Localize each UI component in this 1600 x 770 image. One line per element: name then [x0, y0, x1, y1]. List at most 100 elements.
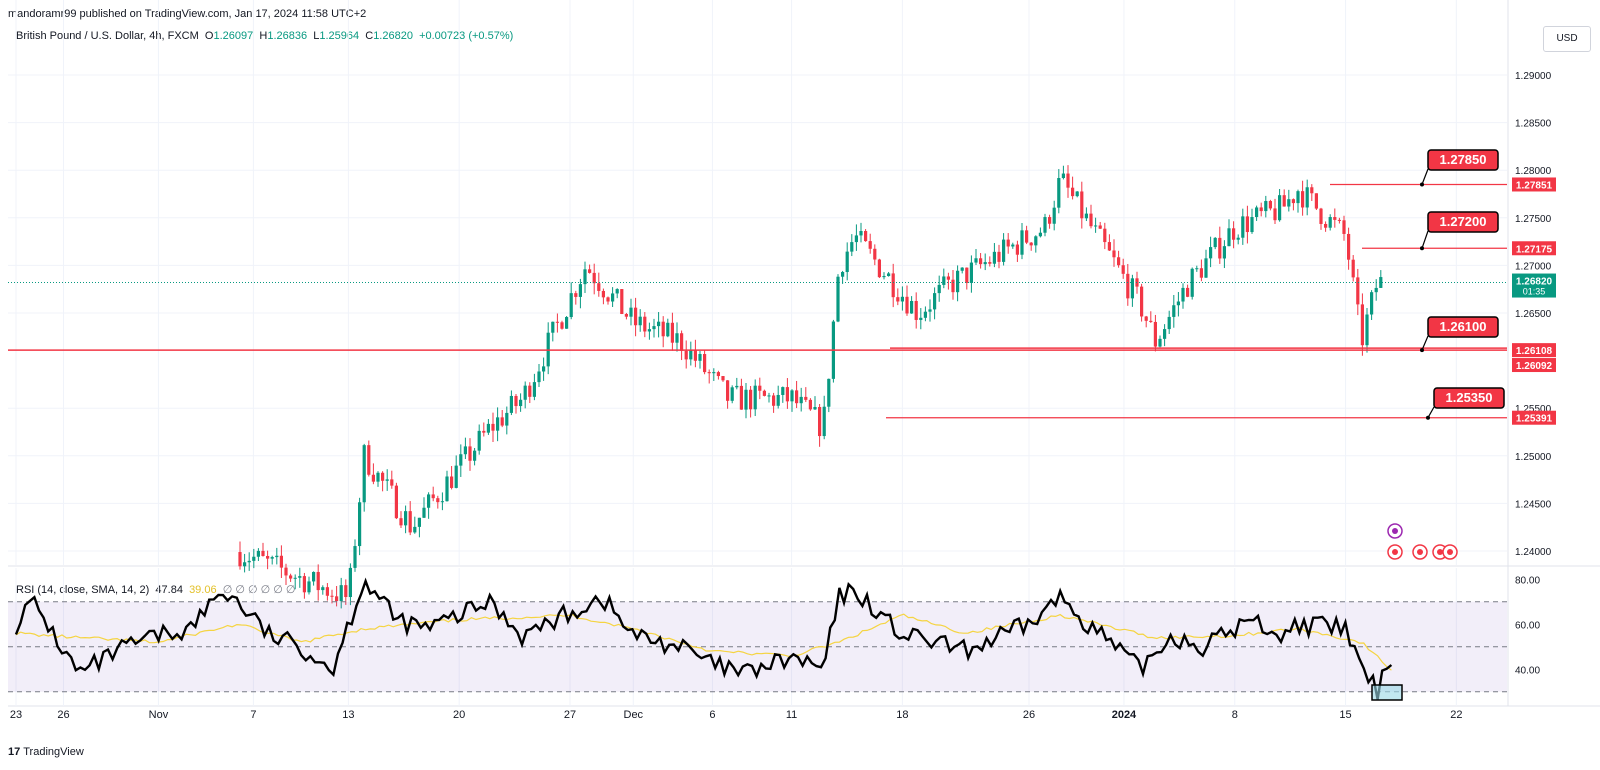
candle-body — [767, 395, 771, 397]
candle-body — [1015, 244, 1019, 255]
time-tick-label: 2024 — [1112, 709, 1137, 721]
candle-body — [1006, 239, 1010, 247]
candle-body — [744, 389, 748, 410]
candle-body — [629, 307, 633, 317]
candle-body — [675, 333, 679, 343]
candle-body — [1241, 216, 1245, 238]
candle-body — [243, 562, 247, 567]
candle-body — [1195, 268, 1199, 270]
candle-body — [532, 382, 536, 397]
callout-text: 1.27850 — [1440, 152, 1487, 167]
candle-body — [620, 289, 624, 314]
event-icon-dot — [1392, 528, 1398, 534]
publisher-info: mandoramr99 published on TradingView.com… — [8, 8, 367, 20]
tradingview-brand[interactable]: 17 TradingView — [8, 746, 84, 758]
candle-body — [238, 552, 242, 567]
candle-body — [601, 290, 605, 298]
candle-body — [790, 390, 794, 402]
candle-body — [804, 396, 808, 400]
brand-name: TradingView — [23, 746, 84, 758]
candle-body — [454, 465, 458, 488]
candle-body — [431, 494, 435, 499]
candle-body — [1227, 228, 1231, 247]
candle-body — [670, 322, 674, 343]
candle-body — [312, 571, 316, 582]
candle-body — [666, 322, 670, 337]
candle-body — [928, 309, 932, 312]
candle-body — [413, 526, 417, 533]
candle-body — [992, 251, 996, 264]
candle-body — [1025, 230, 1029, 243]
candle-body — [827, 378, 831, 407]
event-icon-dot — [1437, 549, 1443, 555]
candle-body — [1043, 217, 1047, 233]
time-tick-label: Nov — [149, 709, 169, 721]
candle-body — [1245, 216, 1249, 233]
candle-body — [850, 242, 854, 252]
price-tick-label: 1.25000 — [1515, 452, 1552, 463]
currency-button[interactable]: USD — [1543, 26, 1591, 52]
close-value: 1.26820 — [373, 30, 413, 42]
candle-body — [887, 273, 891, 277]
candle-body — [279, 555, 283, 568]
rsi-label[interactable]: RSI (14, close, SMA, 14, 2) — [16, 584, 150, 596]
candle-body — [974, 258, 978, 263]
candle-body — [588, 269, 592, 273]
time-tick-label: 8 — [1232, 709, 1238, 721]
rsi-pane — [8, 577, 1507, 700]
candle-body — [578, 284, 582, 297]
candle-body — [611, 293, 615, 302]
candle-body — [1287, 199, 1291, 207]
candle-body — [376, 472, 380, 482]
candle-body — [417, 517, 421, 527]
candle-body — [1199, 268, 1203, 278]
candle-body — [339, 585, 343, 602]
symbol-name[interactable]: British Pound / U.S. Dollar, 4h, FXCM — [16, 30, 199, 42]
candle-body — [781, 387, 785, 395]
callout-pointer — [1421, 335, 1429, 351]
candle-body — [1121, 265, 1125, 274]
candle-body — [942, 276, 946, 285]
candle-body — [698, 354, 702, 361]
time-tick-label: 18 — [896, 709, 908, 721]
candle-body — [560, 322, 564, 329]
candle-body — [730, 387, 734, 401]
candle-body — [1130, 278, 1134, 299]
candle-body — [450, 476, 454, 488]
candle-body — [1236, 237, 1240, 240]
callout-anchor-dot — [1426, 415, 1430, 420]
candle-body — [1319, 208, 1323, 224]
candle-body — [1029, 242, 1033, 246]
candle-body — [1351, 259, 1355, 278]
candle-body — [1296, 191, 1300, 204]
candle-body — [735, 385, 739, 388]
candle-body — [1052, 207, 1056, 224]
candle-body — [1282, 195, 1286, 207]
candle-body — [1140, 286, 1144, 317]
candle-body — [643, 316, 647, 332]
candle-body — [776, 394, 780, 406]
candle-body — [1209, 247, 1213, 259]
candle-body — [1153, 321, 1157, 347]
candle-body — [1112, 250, 1116, 258]
candle-body — [252, 556, 256, 561]
candle-body — [565, 317, 569, 329]
callout-box — [1427, 316, 1499, 338]
callout-pointer — [1421, 168, 1429, 185]
level-price-label-bg — [1512, 343, 1556, 358]
candle-body — [1107, 242, 1111, 251]
candle-body — [684, 350, 688, 360]
candle-body — [795, 390, 799, 404]
candle-body — [877, 259, 881, 278]
open-value: 1.26097 — [213, 30, 254, 42]
axes: 1.29000 1.28500 1.28000 1.27500 1.27000 1.265… — [10, 71, 1556, 721]
rsi-extra-values: ∅ ∅ ∅ ∅ ∅ ∅ — [222, 584, 296, 596]
candle-body — [712, 372, 716, 374]
candle-body — [261, 550, 265, 556]
time-tick-label: 6 — [709, 709, 715, 721]
low-label: L — [313, 30, 320, 42]
candle-body — [689, 349, 693, 360]
candle-body — [1255, 207, 1259, 218]
candle-body — [1075, 191, 1079, 197]
